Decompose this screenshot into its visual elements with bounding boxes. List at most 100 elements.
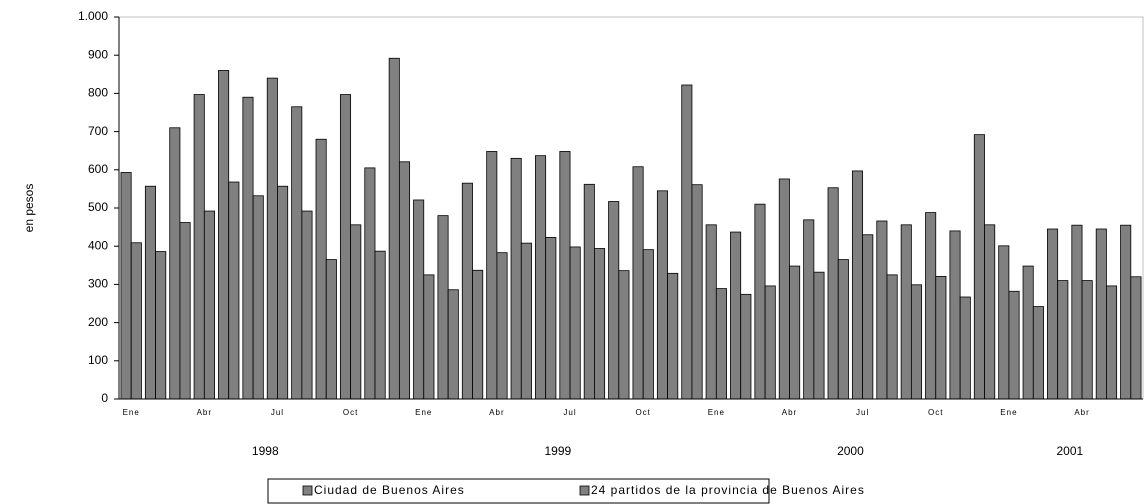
bar [862,234,874,400]
x-tick-label: Abr [782,408,797,417]
y-tick-label: 200 [88,315,108,329]
bar [252,195,264,400]
y-tick-label: 600 [88,162,108,176]
bar [447,289,459,400]
bar [608,201,620,400]
bar [705,224,717,400]
x-tick-label: Jul [563,408,576,417]
bar [1081,280,1093,400]
bar [900,224,912,400]
x-tick-label: Abr [1074,408,1089,417]
x-tick-label: Ene [1000,408,1017,417]
bar [413,199,425,400]
bar [925,212,937,400]
bar [339,94,352,400]
bar [837,259,849,400]
y-tick-label: 0 [101,391,108,405]
bar [691,184,703,400]
y-tick-label: 1.000 [78,9,108,23]
bar [179,222,191,400]
bar [1071,224,1083,400]
bar [1057,280,1069,400]
bar [715,288,727,400]
bar [851,170,864,400]
bar [301,210,313,400]
x-tick-label: Ene [123,408,140,417]
bar [618,270,630,400]
bar [486,151,498,400]
bar [144,185,156,400]
bar [510,157,522,400]
bar [1130,276,1142,400]
bar [569,246,581,400]
bar [559,151,571,400]
bar [325,259,337,400]
legend-label: Ciudad de Buenos Aires [314,483,465,497]
legend-swatch [302,485,313,496]
y-tick-label: 900 [88,47,108,61]
bar [130,242,142,400]
bar [876,220,888,400]
bar [315,138,327,400]
year-label: 1998 [252,444,279,458]
legend-swatch [579,485,590,496]
bar [228,181,240,400]
bar [535,155,547,400]
legend-label: 24 partidos de la provincia de Buenos Ai… [591,483,865,497]
bar [1095,228,1107,400]
bar [959,296,971,400]
bar [583,183,595,400]
bar [155,251,167,400]
y-tick-label: 300 [88,277,108,291]
bar [1120,224,1132,400]
x-tick-label: Ene [415,408,432,417]
bar [998,245,1010,400]
bar [364,167,376,400]
bar [437,215,449,400]
bar [656,190,668,400]
bar [632,166,644,400]
bar [803,219,815,400]
y-axis-label: en pesos [22,184,36,233]
bar [242,96,254,400]
bar [813,271,825,400]
bar [398,161,411,400]
bar [374,250,386,400]
bar [496,252,508,400]
bar [520,242,532,400]
bar [461,182,473,400]
bar [169,127,181,400]
x-tick-label: Abr [489,408,504,417]
x-tick-label: Oct [635,408,650,417]
bar [642,249,654,400]
bar [218,70,230,400]
bar [203,210,215,400]
y-tick-label: 800 [88,86,108,100]
bar [472,269,484,400]
bar [1047,228,1059,400]
bar [935,275,947,400]
x-tick-label: Oct [343,408,358,417]
bar [827,187,839,400]
bar [545,237,557,400]
bar [949,230,961,400]
bar [594,248,606,400]
bar [277,185,289,400]
year-label: 2001 [1057,444,1084,458]
bar [423,274,435,400]
bar [388,57,400,400]
year-label: 1999 [545,444,572,458]
bar [291,106,303,400]
x-tick-label: Ene [708,408,725,417]
bar [910,284,923,400]
bar [193,94,205,400]
bar [730,231,742,400]
x-tick-label: Abr [197,408,212,417]
bar [1106,285,1118,400]
x-tick-label: Jul [856,408,869,417]
bar [681,84,693,400]
year-label: 2000 [837,444,864,458]
y-tick-label: 500 [88,200,108,214]
bar [120,172,132,400]
